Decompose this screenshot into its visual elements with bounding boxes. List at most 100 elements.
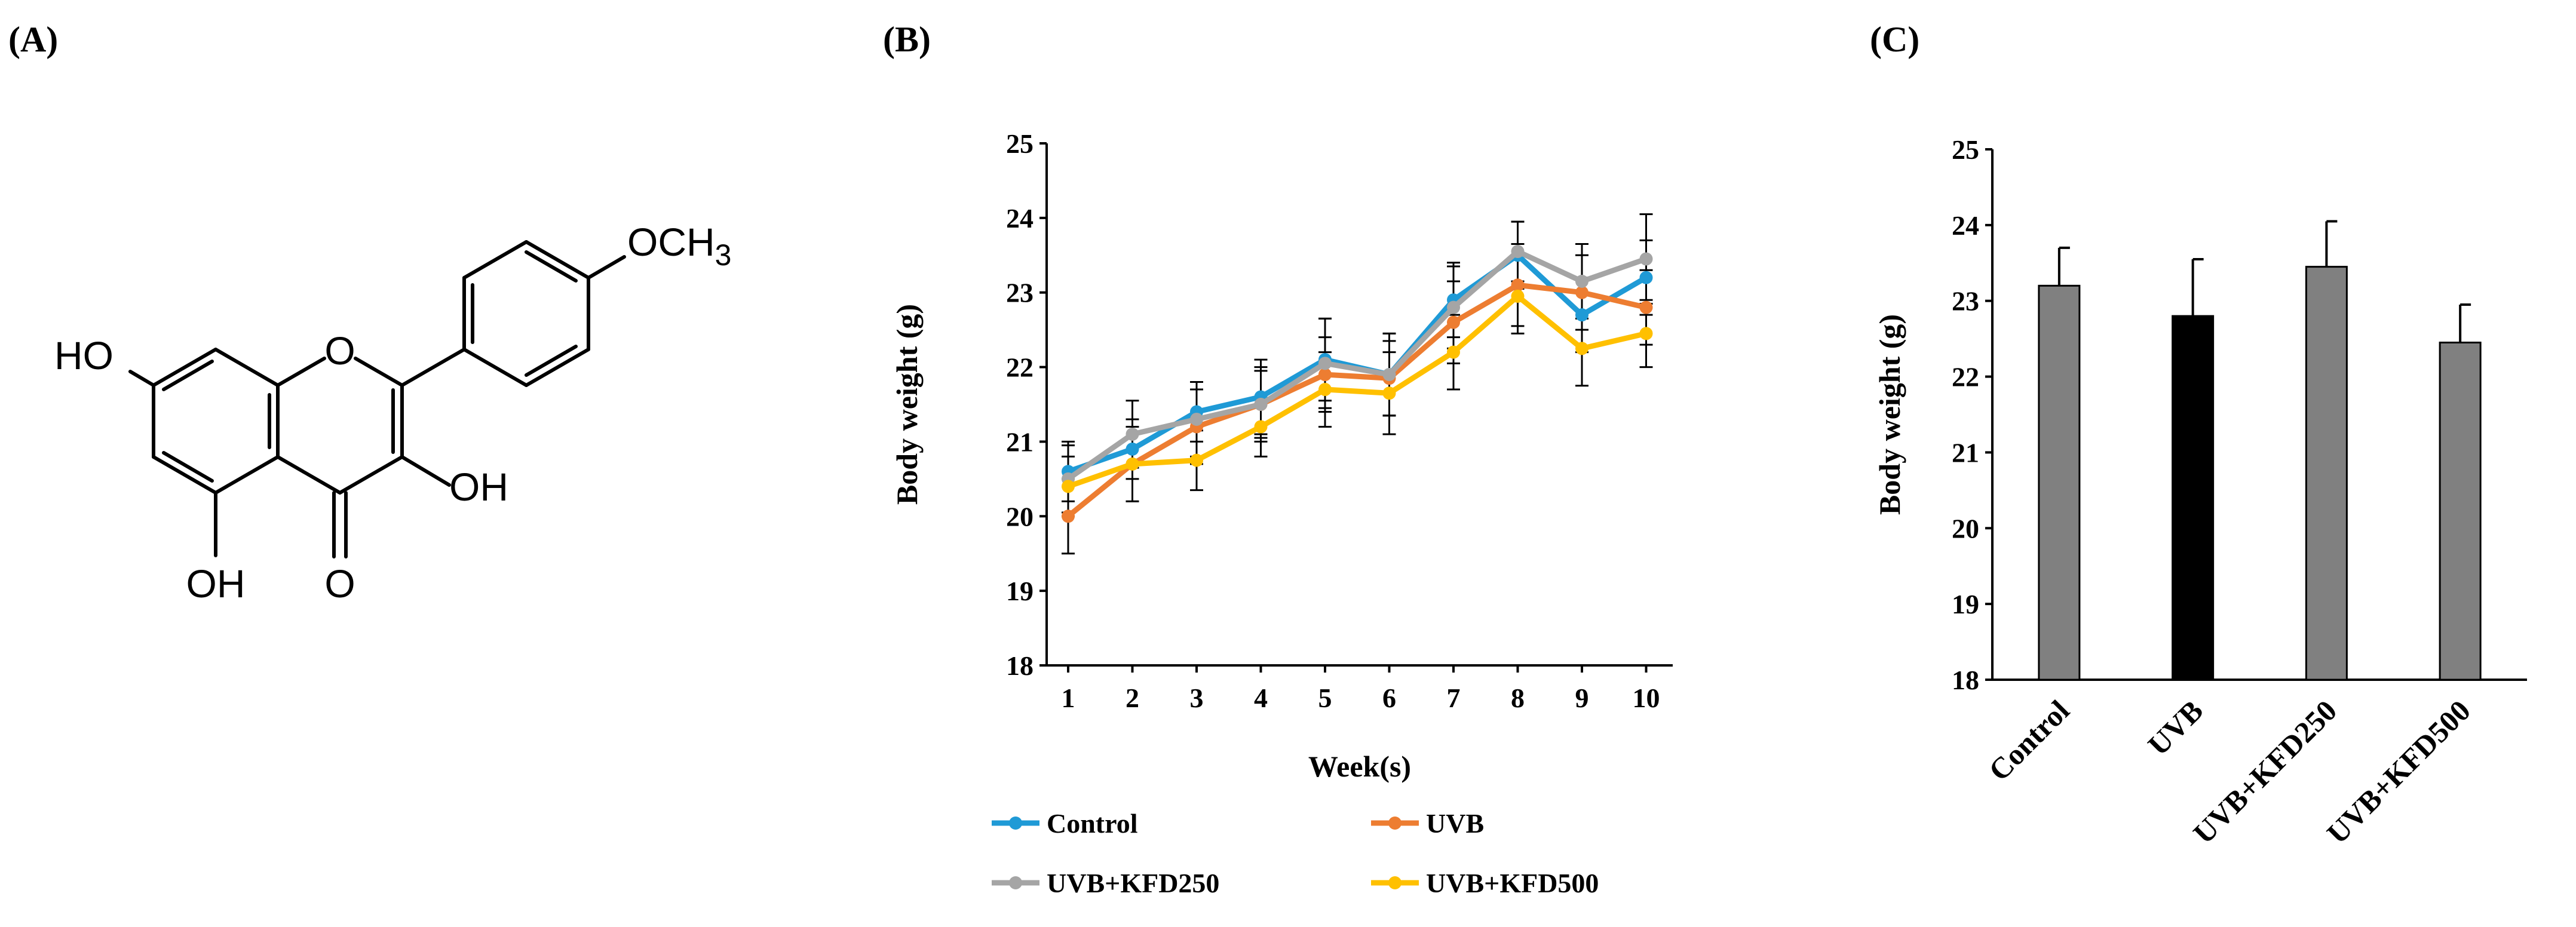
y-tick-label: 19 xyxy=(1952,589,1979,619)
data-point-UVB+KFD500 xyxy=(1447,345,1460,359)
y-tick-label: 22 xyxy=(1006,352,1034,383)
bond xyxy=(338,455,404,495)
data-point-UVB+KFD250 xyxy=(1639,252,1653,266)
series-line-UVB+KFD250 xyxy=(1066,248,1647,481)
bar-chart-axes xyxy=(1985,148,2527,681)
y-tick-label: 24 xyxy=(1006,203,1034,234)
bond xyxy=(276,357,326,387)
bond xyxy=(152,455,217,495)
legend-swatch-marker xyxy=(1009,876,1022,889)
x-tick-label: UVB xyxy=(2141,693,2209,762)
legend-label: UVB+KFD250 xyxy=(1047,868,1219,898)
x-tick-label: UVB+KFD500 xyxy=(2320,693,2477,850)
data-point-UVB+KFD500 xyxy=(1190,453,1203,467)
ho-label: HO xyxy=(54,333,114,377)
y-tick-label: 18 xyxy=(1006,650,1034,681)
panel-c-label: (C) xyxy=(1870,20,1919,59)
bar-chart-y-ticks: 18 19 20 21 22 23 24 25 xyxy=(1952,134,1979,695)
y-tick-label: 23 xyxy=(1006,278,1034,308)
legend-swatch-marker xyxy=(1388,817,1402,830)
bond xyxy=(152,348,217,387)
data-point-UVB+KFD250 xyxy=(1447,300,1460,314)
bond xyxy=(525,240,590,280)
line-chart-x-axis-title: Week(s) xyxy=(1308,750,1411,783)
methoxy-subscript: 3 xyxy=(715,238,732,272)
bond xyxy=(400,455,451,487)
y-tick-label: 20 xyxy=(1952,513,1979,544)
data-point-UVB+KFD500 xyxy=(1382,386,1396,400)
bond xyxy=(525,348,590,387)
double-bond-inner xyxy=(162,451,214,483)
double-bond-inner xyxy=(525,345,578,377)
y-tick-label: 25 xyxy=(1952,134,1979,165)
bar-UVB xyxy=(2172,315,2215,681)
x-tick-label: 10 xyxy=(1633,683,1660,713)
x-tick-label: 7 xyxy=(1447,683,1461,713)
data-point-Control xyxy=(1575,308,1588,322)
data-point-UVB xyxy=(1511,278,1525,292)
data-point-UVB xyxy=(1575,286,1588,299)
data-point-UVB+KFD500 xyxy=(1254,420,1268,434)
oh-label-5: OH xyxy=(186,561,246,606)
data-point-UVB+KFD500 xyxy=(1318,383,1332,397)
data-point-UVB+KFD250 xyxy=(1190,412,1203,426)
x-tick-label: 6 xyxy=(1382,683,1396,713)
methoxy-label: OCH3 xyxy=(627,220,731,272)
y-tick-label: 25 xyxy=(1006,128,1034,159)
data-point-Control xyxy=(1639,271,1653,284)
bar-chart-y-axis-title: Body weight (g) xyxy=(1873,314,1906,515)
x-tick-label: 4 xyxy=(1254,683,1268,713)
panel-b-label: (B) xyxy=(883,20,931,59)
legend-label: UVB xyxy=(1426,808,1484,839)
bar-UVB+KFD500 xyxy=(2439,341,2482,681)
x-tick-label: 1 xyxy=(1062,683,1075,713)
x-tick-label: 5 xyxy=(1318,683,1332,713)
data-point-UVB+KFD500 xyxy=(1126,457,1139,471)
bar-chart-bars xyxy=(2038,266,2482,681)
y-tick-label: 24 xyxy=(1952,210,1979,241)
bond xyxy=(128,370,155,387)
bar-Control xyxy=(2038,284,2081,681)
line-chart-y-ticks: 18 19 20 21 22 23 24 25 xyxy=(1006,128,1034,681)
data-point-UVB+KFD250 xyxy=(1318,357,1332,370)
data-point-UVB+KFD500 xyxy=(1575,342,1588,355)
legend-swatch-marker xyxy=(1009,817,1022,830)
bond xyxy=(276,455,342,495)
legend: Control UVB UVB+KFD250 UVB+KFD500 xyxy=(992,808,1599,898)
double-bond-inner xyxy=(525,250,578,283)
data-point-UVB+KFD250 xyxy=(1511,245,1525,259)
data-point-UVB xyxy=(1447,315,1460,329)
chemical-structure xyxy=(128,240,626,558)
panel-a-label: (A) xyxy=(8,20,58,59)
series-line-UVB+KFD500 xyxy=(1067,293,1647,489)
legend-label: Control xyxy=(1047,808,1138,839)
carbonyl-oxygen-label: O xyxy=(324,561,355,606)
x-tick-label: 2 xyxy=(1126,683,1139,713)
legend-swatch-marker xyxy=(1388,876,1402,889)
bond xyxy=(587,255,626,280)
y-tick-label: 23 xyxy=(1952,286,1979,317)
bar-UVB+KFD250 xyxy=(2305,266,2348,681)
bond xyxy=(462,348,528,387)
bond xyxy=(214,348,280,387)
bond xyxy=(462,240,528,280)
oh-label-3: OH xyxy=(449,465,508,509)
x-tick-label: 8 xyxy=(1511,683,1525,713)
x-tick-label: 9 xyxy=(1575,683,1589,713)
data-point-UVB+KFD500 xyxy=(1062,480,1075,493)
bond xyxy=(354,357,404,387)
y-tick-label: 21 xyxy=(1006,426,1034,457)
ring-oxygen-label: O xyxy=(324,329,355,373)
y-tick-label: 19 xyxy=(1006,576,1034,606)
line-chart-x-ticks: 1 2 3 4 5 6 7 8 9 10 xyxy=(1062,683,1660,713)
y-tick-label: 21 xyxy=(1952,437,1979,468)
x-tick-label: Control xyxy=(1982,693,2076,787)
y-tick-label: 18 xyxy=(1952,665,1979,695)
line-chart-series xyxy=(1062,245,1653,523)
series-line-UVB xyxy=(1066,282,1647,518)
data-point-UVB xyxy=(1062,509,1075,523)
methoxy-main: OCH xyxy=(627,220,715,264)
structure-labels: HO O OH OH O OCH3 xyxy=(54,220,731,606)
